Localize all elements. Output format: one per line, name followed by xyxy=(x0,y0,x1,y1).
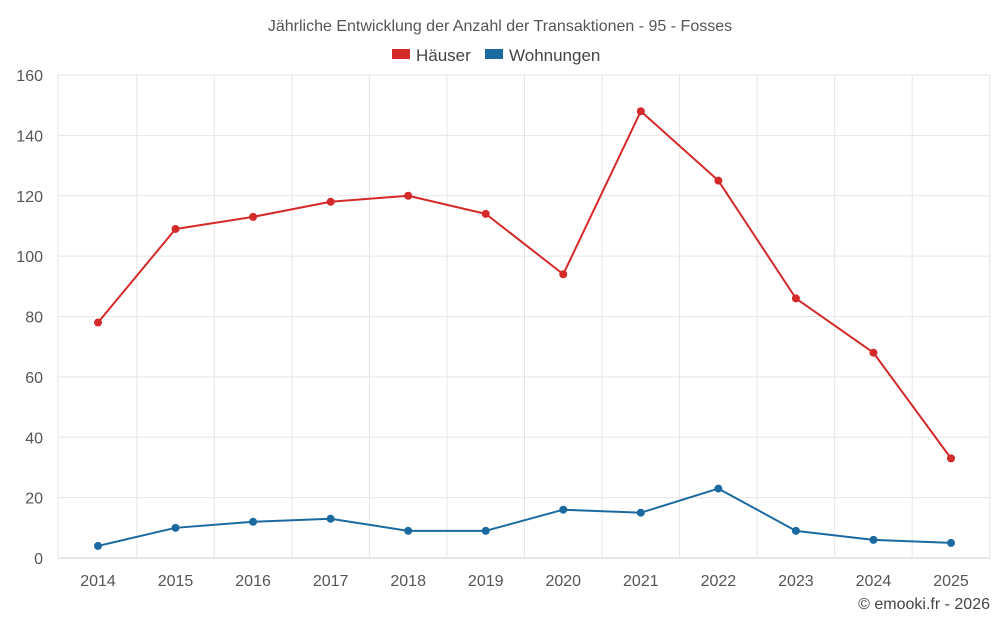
data-point-haeuser[interactable] xyxy=(171,224,180,233)
x-tick-label: 2023 xyxy=(778,573,814,590)
x-axis: 2014 2015 2016 2017 2018 2019 2020 2021 2022 2023… xyxy=(80,573,969,590)
series-line-haeuser xyxy=(97,110,952,459)
legend-swatch-haeuser xyxy=(392,49,410,59)
x-tick-label: 2022 xyxy=(701,573,737,590)
data-point-wohnungen[interactable] xyxy=(869,535,878,544)
y-tick-label: 80 xyxy=(25,310,43,327)
copyright-text: © emooki.fr - 2026 xyxy=(858,596,990,613)
data-point-haeuser[interactable] xyxy=(559,270,568,279)
x-tick-label: 2015 xyxy=(158,573,194,590)
data-point-haeuser[interactable] xyxy=(481,209,490,218)
data-point-wohnungen[interactable] xyxy=(94,541,102,550)
y-tick-label: 0 xyxy=(34,551,43,568)
y-tick-label: 100 xyxy=(16,249,43,266)
grid xyxy=(57,74,991,559)
data-point-haeuser[interactable] xyxy=(714,176,723,185)
x-tick-label: 2018 xyxy=(390,573,426,590)
data-point-wohnungen[interactable] xyxy=(249,517,258,526)
x-tick-label: 2020 xyxy=(545,573,581,590)
x-tick-label: 2025 xyxy=(933,573,969,590)
data-point-haeuser[interactable] xyxy=(249,212,258,221)
data-point-haeuser[interactable] xyxy=(404,191,413,200)
legend-label-haeuser[interactable]: Häuser xyxy=(416,46,471,65)
x-tick-label: 2021 xyxy=(623,573,659,590)
series-line-wohnungen xyxy=(97,487,952,547)
y-tick-label: 40 xyxy=(25,430,43,447)
x-tick-label: 2016 xyxy=(235,573,271,590)
y-tick-label: 60 xyxy=(25,370,43,387)
data-point-wohnungen[interactable] xyxy=(714,484,723,493)
data-point-wohnungen[interactable] xyxy=(404,526,413,535)
legend: Häuser Wohnungen xyxy=(392,46,600,65)
y-axis: 0 20 40 60 80 100 120 140 160 xyxy=(16,68,43,568)
y-tick-label: 160 xyxy=(16,68,43,85)
data-point-wohnungen[interactable] xyxy=(481,526,490,535)
x-tick-label: 2017 xyxy=(313,573,349,590)
data-point-haeuser[interactable] xyxy=(791,294,800,303)
data-point-wohnungen[interactable] xyxy=(559,505,568,514)
x-tick-label: 2014 xyxy=(80,573,116,590)
data-point-wohnungen[interactable] xyxy=(326,514,335,523)
data-point-haeuser[interactable] xyxy=(94,318,102,327)
data-point-haeuser[interactable] xyxy=(947,454,955,463)
x-tick-label: 2024 xyxy=(856,573,892,590)
data-point-haeuser[interactable] xyxy=(636,107,645,116)
data-point-haeuser[interactable] xyxy=(326,197,335,206)
data-point-wohnungen[interactable] xyxy=(171,523,180,532)
data-point-haeuser[interactable] xyxy=(869,348,878,357)
series xyxy=(94,107,955,550)
y-tick-label: 140 xyxy=(16,128,43,145)
x-tick-label: 2019 xyxy=(468,573,504,590)
chart-title: Jährliche Entwicklung der Anzahl der Tra… xyxy=(268,18,732,35)
data-point-wohnungen[interactable] xyxy=(636,508,645,517)
y-tick-label: 20 xyxy=(25,491,43,508)
legend-swatch-wohnungen xyxy=(485,49,503,59)
legend-label-wohnungen[interactable]: Wohnungen xyxy=(509,46,600,65)
y-tick-label: 120 xyxy=(16,189,43,206)
data-point-wohnungen[interactable] xyxy=(947,538,955,547)
data-point-wohnungen[interactable] xyxy=(791,526,800,535)
